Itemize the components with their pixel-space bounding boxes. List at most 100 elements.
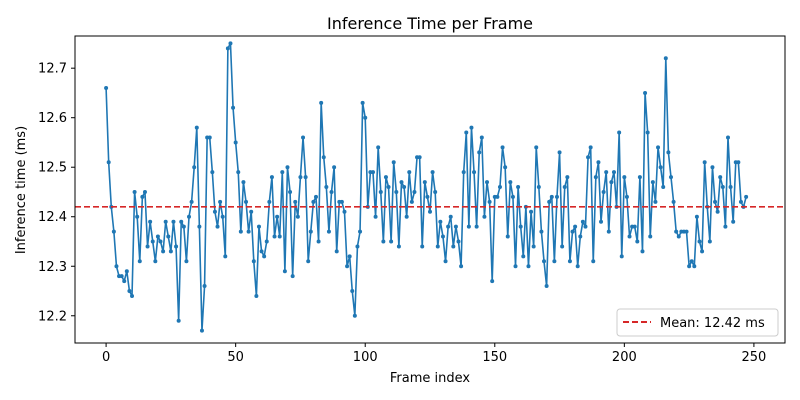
x-tick-label: 150	[482, 350, 507, 365]
data-point	[604, 170, 609, 175]
data-point	[104, 85, 109, 90]
data-point	[500, 145, 505, 150]
data-point	[586, 155, 591, 160]
chart-title: Inference Time per Frame	[327, 14, 533, 33]
data-point	[469, 125, 474, 130]
data-point	[713, 199, 718, 204]
data-point	[228, 41, 233, 46]
data-point	[531, 244, 536, 249]
data-point	[549, 194, 554, 199]
data-point	[575, 264, 580, 269]
data-point	[111, 229, 116, 234]
data-point	[461, 170, 466, 175]
data-point	[127, 289, 132, 294]
data-point	[295, 214, 300, 219]
data-point	[544, 284, 549, 289]
data-point	[593, 175, 598, 180]
data-point	[725, 135, 730, 140]
data-point	[552, 259, 557, 264]
data-point	[218, 199, 223, 204]
data-point	[440, 234, 445, 239]
data-point	[611, 170, 616, 175]
data-point	[684, 229, 689, 234]
data-point	[495, 194, 500, 199]
data-point	[339, 199, 344, 204]
data-point	[640, 249, 645, 254]
data-point	[700, 249, 705, 254]
y-axis-label: Inference time (ms)	[14, 126, 29, 254]
data-point	[723, 224, 728, 229]
data-point	[617, 130, 622, 135]
x-axis-label: Frame index	[390, 371, 471, 386]
data-point	[448, 214, 453, 219]
data-point	[694, 214, 699, 219]
data-point	[168, 249, 173, 254]
axes-frame	[74, 35, 786, 344]
data-point	[231, 105, 236, 110]
data-point	[518, 224, 523, 229]
data-point	[645, 130, 650, 135]
data-point	[547, 199, 552, 204]
data-point	[728, 185, 733, 190]
data-point	[184, 259, 189, 264]
data-point	[376, 145, 381, 150]
data-point	[674, 229, 679, 234]
data-point	[158, 239, 163, 244]
data-point	[342, 209, 347, 214]
data-point	[332, 165, 337, 170]
data-point	[744, 194, 749, 199]
data-point	[539, 229, 544, 234]
data-point	[194, 125, 199, 130]
data-point	[119, 274, 124, 279]
data-point	[303, 175, 308, 180]
data-point	[554, 194, 559, 199]
data-point	[601, 189, 606, 194]
data-point	[570, 229, 575, 234]
data-point	[246, 229, 251, 234]
data-point	[124, 269, 129, 274]
data-point	[702, 160, 707, 165]
data-point	[736, 160, 741, 165]
data-point	[130, 293, 135, 298]
data-point	[161, 249, 166, 254]
data-point	[567, 259, 572, 264]
data-point	[560, 244, 565, 249]
data-point	[487, 199, 492, 204]
data-point	[578, 234, 583, 239]
data-point	[241, 180, 246, 185]
data-point	[485, 180, 490, 185]
data-point	[609, 180, 614, 185]
data-point	[148, 219, 153, 224]
legend-mean-label: Mean: 12.42 ms	[660, 316, 765, 331]
data-point	[707, 239, 712, 244]
data-point	[573, 224, 578, 229]
data-point	[347, 254, 352, 259]
data-point	[407, 170, 412, 175]
data-point	[207, 135, 212, 140]
y-tick-label: 12.6	[38, 111, 67, 126]
y-tick-label: 12.4	[38, 210, 67, 225]
data-point	[718, 175, 723, 180]
data-point	[428, 209, 432, 214]
data-point	[490, 279, 495, 284]
data-point	[272, 234, 277, 239]
data-point	[402, 185, 407, 190]
data-point	[443, 259, 448, 264]
data-point	[720, 185, 725, 190]
data-point	[451, 244, 456, 249]
data-point	[233, 140, 238, 145]
x-axis: 0 50 100 150 200 250	[102, 343, 766, 365]
data-point	[619, 254, 624, 259]
x-tick-label: 50	[227, 350, 244, 365]
data-point	[689, 259, 694, 264]
data-point	[635, 239, 640, 244]
data-point	[591, 259, 596, 264]
data-point	[383, 175, 388, 180]
data-point	[459, 264, 464, 269]
data-point	[267, 199, 272, 204]
data-point	[534, 145, 539, 150]
data-point	[114, 264, 119, 269]
data-point	[153, 259, 158, 264]
legend: Mean: 12.42 ms	[616, 308, 779, 337]
